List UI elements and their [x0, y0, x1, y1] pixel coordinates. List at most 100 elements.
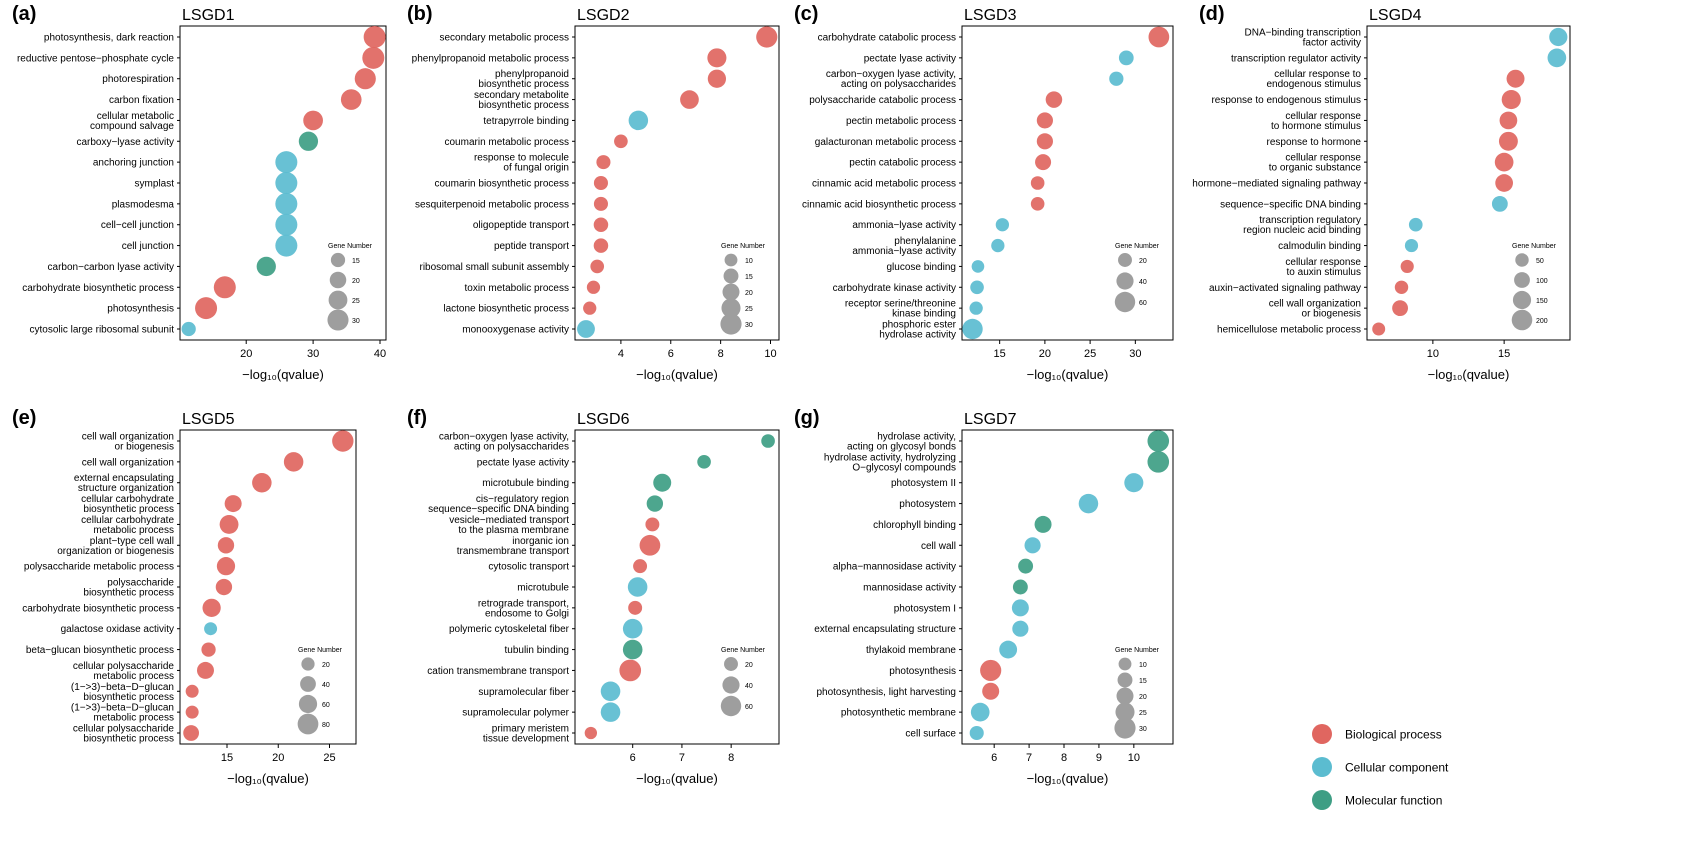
y-tick-label: carboxy−lyase activity	[76, 137, 174, 148]
size-legend-label: 10	[745, 258, 753, 265]
y-tick-label: cytosolic large ribosomal subunit	[29, 325, 174, 336]
size-legend-swatch	[329, 271, 347, 289]
y-tick-label: carbon−oxygen lyase activity, acting on p…	[826, 69, 956, 90]
size-legend-label: 200	[1536, 318, 1548, 325]
data-point	[1024, 537, 1041, 554]
y-tick-label-line: carbon−oxygen lyase activity,	[439, 432, 569, 443]
y-tick-label-line: cellular response	[1285, 257, 1361, 268]
y-tick-label-line: transcription regulatory	[1259, 215, 1361, 226]
y-tick-label: reductive pentose−phosphate cycle	[17, 53, 174, 64]
data-point	[761, 434, 775, 448]
size-legend-label: 20	[1139, 694, 1147, 701]
size-legend-label: 60	[322, 702, 330, 709]
y-tick-label: cellular polysaccharide biosynthetic proc…	[73, 724, 175, 745]
y-tick-label-line: acting on polysaccharides	[454, 442, 569, 453]
data-point	[622, 618, 643, 639]
panel-b: (b) LSGD2 4 6 8 10 −log₁₀(qvalue) secondary met…	[407, 3, 780, 382]
y-tick-label: supramolecular fiber	[478, 687, 569, 698]
data-point	[583, 301, 597, 315]
y-tick-label: symplast	[135, 179, 175, 190]
y-tick-label-line: ammonia−lyase activity	[852, 246, 956, 257]
y-tick-label: secondary metabolic process	[439, 33, 569, 44]
size-legend-swatch	[301, 657, 315, 671]
data-point	[252, 472, 272, 493]
data-point	[303, 110, 323, 131]
size-legend-label: 30	[352, 318, 360, 325]
y-tick-label-line: cell wall organization	[1269, 299, 1361, 310]
y-tick-label-line: metabolic process	[93, 671, 174, 682]
y-tick-label: cellular response to hormone stimulus	[1271, 111, 1361, 132]
y-tick-label: galactose oxidase activity	[61, 624, 174, 635]
y-tick-label-line: compound salvage	[90, 121, 174, 132]
category-legend-swatch	[1312, 757, 1332, 777]
y-tick-label-line: cellular response	[1285, 111, 1361, 122]
x-tick-label: 20	[272, 752, 284, 764]
y-tick-label: cellular response to organic substance	[1269, 153, 1362, 174]
y-tick-label: primary meristem tissue development	[483, 724, 569, 745]
size-legend-title: Gene Number	[1115, 647, 1160, 654]
y-tick-label-line: biosynthetic process	[83, 588, 174, 599]
data-point	[1018, 558, 1034, 574]
y-tick-label: phosphoric ester hydrolase activity	[879, 320, 956, 341]
data-point	[1400, 259, 1414, 274]
y-tick-label-line: O−glycosyl compounds	[852, 462, 956, 473]
data-point	[577, 320, 595, 338]
y-tick-label-line: to hormone stimulus	[1271, 121, 1361, 132]
data-point	[275, 192, 298, 215]
size-legend-swatch	[724, 253, 738, 267]
y-tick-label: calmodulin binding	[1278, 241, 1361, 252]
data-point	[991, 238, 1005, 253]
data-point	[639, 534, 661, 556]
y-tick-label: carbon fixation	[109, 95, 174, 106]
y-tick-label: cation transmembrane transport	[427, 666, 569, 677]
y-tick-label: photorespiration	[102, 74, 174, 85]
data-point	[256, 256, 276, 277]
y-tick-label-line: external encapsulating	[74, 473, 174, 484]
size-legend-swatch	[720, 313, 742, 335]
y-tick-label-line: of fungal origin	[503, 163, 569, 174]
x-tick-label: 20	[1039, 348, 1051, 360]
y-tick-label-line: acting on glycosyl bonds	[847, 442, 956, 453]
data-point	[1547, 48, 1567, 68]
data-point	[596, 155, 611, 170]
y-tick-label: cis−regulatory region sequence−specific D…	[428, 494, 569, 515]
data-point	[593, 175, 608, 191]
size-legend-swatch	[297, 713, 319, 735]
size-legend-label: 150	[1536, 298, 1548, 305]
y-tick-label: photosynthesis	[889, 666, 956, 677]
size-legend-title: Gene Number	[328, 243, 373, 250]
data-point	[584, 726, 598, 740]
y-tick-label: phenylpropanoid biosynthetic process	[478, 69, 569, 90]
panel-label: (d)	[1199, 3, 1225, 25]
x-tick-label: 15	[1498, 348, 1510, 360]
panel-title: LSGD7	[964, 411, 1017, 428]
y-tick-label: hemicellulose metabolic process	[1217, 325, 1361, 336]
plot-frame	[961, 25, 1174, 341]
panel-e: (e) LSGD5 15 20 25 −log₁₀(qvalue) cell wall or…	[12, 407, 357, 786]
size-legend-label: 15	[745, 274, 753, 281]
data-point	[697, 455, 711, 469]
data-point	[628, 110, 649, 131]
data-point	[1147, 451, 1170, 473]
size-legend-swatch	[1512, 290, 1532, 310]
y-tick-label-line: response to molecule	[474, 153, 569, 164]
y-tick-label: alpha−mannosidase activity	[833, 562, 956, 573]
y-tick-label: cytosolic transport	[488, 562, 569, 573]
x-tick-label: 15	[994, 348, 1006, 360]
data-point	[627, 577, 648, 597]
y-tick-label-line: inorganic ion	[512, 536, 569, 547]
data-point	[680, 90, 699, 109]
panel-label: (a)	[12, 3, 36, 25]
data-point	[340, 89, 362, 110]
y-tick-label-line: primary meristem	[492, 724, 569, 735]
y-tick-label: external encapsulating structure organiza…	[74, 473, 174, 494]
size-legend-swatch	[328, 290, 348, 310]
y-tick-label: cell wall organization or biogenesis	[82, 432, 174, 453]
y-tick-label: auxin−activated signaling pathway	[1209, 283, 1361, 294]
y-tick-label: cell junction	[122, 241, 174, 252]
y-tick-label-line: region nucleic acid binding	[1243, 225, 1361, 236]
size-legend-label: 25	[1139, 710, 1147, 717]
data-point	[1078, 493, 1099, 514]
x-tick-label: 4	[618, 348, 624, 360]
y-tick-label: plasmodesma	[112, 199, 175, 210]
